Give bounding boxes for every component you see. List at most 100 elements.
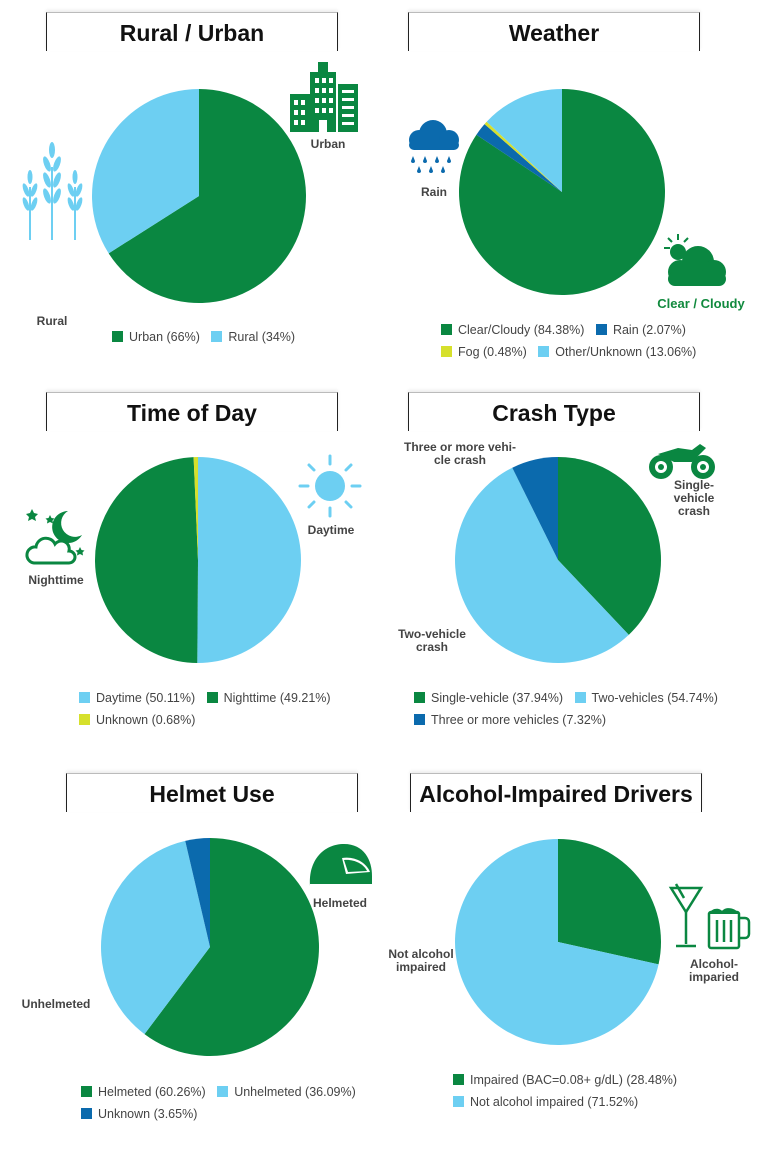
legend-label: Rain (2.07%) [612, 323, 686, 337]
callout-urban: Urban [310, 137, 346, 151]
callout-clear-cloudy: Clear / Cloudy [657, 296, 745, 311]
legend-item-fog: Fog (0.48%) [441, 341, 527, 363]
pie-chart-crash-type [455, 457, 661, 663]
legend-item-rain: Rain (2.07%) [595, 319, 686, 341]
beer-mug-icon [707, 908, 751, 950]
pie-slice-unknown [193, 457, 198, 560]
callout-rain: Rain [420, 185, 447, 199]
legend-swatch [414, 714, 425, 725]
moon-cloud-icon [25, 509, 85, 565]
pie-slice-other-unknown [486, 89, 562, 192]
helmet-icon [309, 844, 372, 888]
legend-item-nighttime: Nighttime (49.21%) [206, 687, 331, 709]
legend-swatch [79, 692, 90, 703]
pie-chart-helmet-use [101, 838, 319, 1056]
legend-swatch [206, 692, 218, 703]
legend-item-not-impaired: Not alcohol impaired (71.52%) [453, 1091, 638, 1113]
legend-label: Fog (0.48%) [458, 345, 527, 359]
callout-daytime: Daytime [307, 523, 355, 537]
legend-crash-type: Single-vehicle (37.94%) Two-vehicles (54… [414, 687, 726, 731]
legend-label: Not alcohol impaired (71.52%) [470, 1095, 639, 1109]
legend-item-two-vehicles: Two-vehicles (54.74%) [574, 687, 718, 709]
pie-slice-impaired [558, 839, 661, 965]
callout-single-vehicle: Single- vehicle crash [673, 478, 715, 518]
legend-item-urban: Urban (66%) [112, 326, 200, 348]
callout-rural: Rural [36, 314, 68, 328]
pie-chart-time-of-day [94, 457, 301, 663]
legend-swatch [112, 331, 123, 342]
callout-three-or-more: Three or more vehi- cle crash [403, 440, 517, 467]
legend-label: Clear/Cloudy (84.38%) [458, 323, 585, 337]
legend-swatch [595, 324, 607, 335]
legend-item-unhelmeted: Unhelmeted (36.09%) [217, 1081, 356, 1103]
legend-item-unknown: Unknown (0.68%) [79, 709, 195, 731]
cocktail-glass-icon [668, 883, 704, 948]
legend-rural-urban: Urban (66%) Rural (34%) [112, 326, 303, 348]
legend-time-of-day: Daytime (50.11%) Nighttime (49.21%) Unkn… [79, 687, 339, 731]
legend-swatch [453, 1096, 464, 1107]
chart-title-alcohol-impaired: Alcohol-Impaired Drivers [410, 773, 702, 812]
legend-swatch [414, 692, 425, 703]
pie-slice-not-alcohol-impaired [455, 839, 659, 1045]
legend-swatch [441, 324, 452, 335]
chart-title-time-of-day: Time of Day [46, 392, 338, 431]
legend-label: Three or more vehicles (7.32%) [431, 713, 607, 727]
chart-title-crash-type: Crash Type [408, 392, 700, 431]
pie-slice-urban [108, 89, 306, 303]
pie-slice-rural [92, 89, 199, 254]
legend-item-other-unknown: Other/Unknown (13.06%) [538, 341, 696, 363]
pie-slice-unhelmeted [101, 840, 210, 1035]
rain-cloud-icon [409, 120, 459, 173]
pie-chart-weather [459, 89, 665, 295]
chart-title-helmet-use: Helmet Use [66, 773, 358, 812]
legend-label: Urban (66%) [129, 330, 200, 344]
legend-label: Daytime (50.11%) [96, 691, 196, 705]
motorcycle-icon [649, 444, 715, 479]
pie-chart-alcohol-impaired [455, 839, 661, 1045]
legend-swatch [441, 346, 452, 357]
callout-alcohol-impaired: Alcohol- imparied [688, 957, 739, 984]
legend-label: Unhelmeted (36.09%) [234, 1085, 356, 1099]
callout-not-alcohol-impaired: Not alcohol impaired [388, 947, 454, 974]
callout-helmeted: Helmeted [312, 896, 368, 910]
legend-swatch [211, 331, 223, 342]
legend-swatch [81, 1086, 92, 1097]
legend-label: Two-vehicles (54.74%) [591, 691, 718, 705]
legend-swatch [79, 714, 90, 725]
legend-alcohol-impaired: Impaired (BAC=0.08+ g/dL) (28.48%) Not a… [453, 1069, 685, 1113]
legend-item-three-or-more: Three or more vehicles (7.32%) [414, 709, 606, 731]
legend-item-helmeted: Helmeted (60.26%) [81, 1081, 206, 1103]
buildings-icon [290, 62, 358, 132]
pie-slice-single-vehicle [558, 457, 661, 635]
legend-item-unknown: Unknown (3.65%) [81, 1103, 197, 1125]
sun-cloud-icon [664, 234, 726, 286]
legend-item-clear-cloudy: Clear/Cloudy (84.38%) [441, 319, 584, 341]
legend-swatch [81, 1108, 92, 1119]
sun-icon [298, 454, 362, 518]
legend-swatch [453, 1074, 464, 1085]
legend-swatch [574, 692, 586, 703]
pie-slice-two-vehicles [455, 467, 629, 663]
callout-two-vehicle: Two-vehicle crash [398, 627, 466, 654]
legend-item-single-vehicle: Single-vehicle (37.94%) [414, 687, 563, 709]
chart-title-weather: Weather [408, 12, 700, 51]
pie-slice-fog [484, 121, 562, 192]
pie-slice-unknown [185, 838, 210, 947]
legend-swatch [217, 1086, 229, 1097]
legend-weather: Clear/Cloudy (84.38%) Rain (2.07%) Fog (… [441, 319, 704, 363]
pie-slice-helmeted [144, 838, 319, 1056]
pie-chart-rural-urban [92, 89, 306, 303]
legend-label: Other/Unknown (13.06%) [555, 345, 697, 359]
legend-label: Helmeted (60.26%) [98, 1085, 206, 1099]
legend-swatch [538, 346, 550, 357]
wheat-icon [22, 142, 83, 240]
legend-helmet-use: Helmeted (60.26%) Unhelmeted (36.09%) Un… [81, 1081, 364, 1125]
callout-nighttime: Nighttime [28, 573, 84, 587]
pie-slice-three-or-more-vehicles [512, 457, 558, 560]
pie-slice-rain [476, 124, 562, 192]
legend-item-rural: Rural (34%) [211, 326, 295, 348]
chart-title-rural-urban: Rural / Urban [46, 12, 338, 51]
legend-label: Unknown (0.68%) [96, 713, 196, 727]
legend-item-impaired: Impaired (BAC=0.08+ g/dL) (28.48%) [453, 1069, 677, 1091]
pie-slice-nighttime [94, 457, 198, 663]
